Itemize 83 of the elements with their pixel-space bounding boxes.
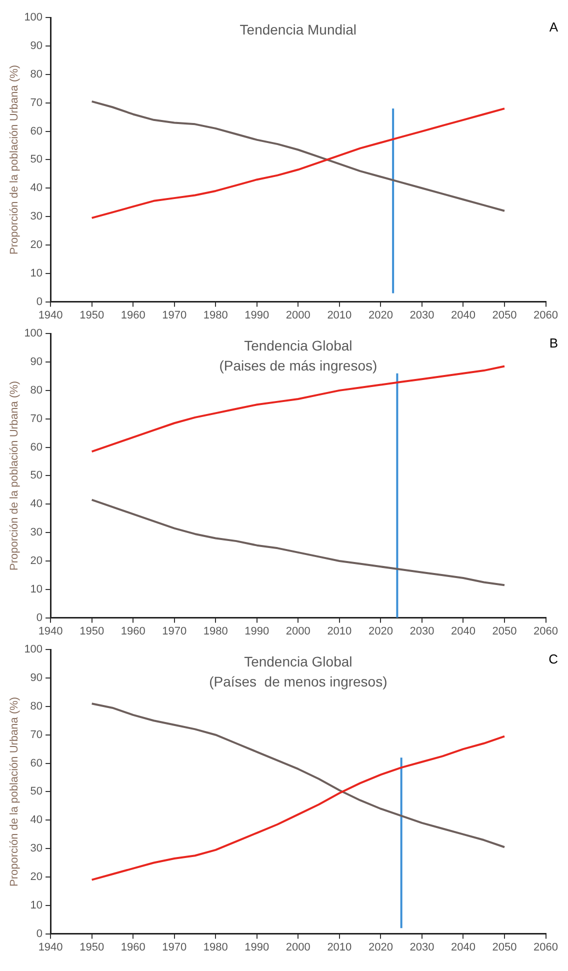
x-tick-label: 1980 xyxy=(203,941,228,954)
x-tick-label: 2020 xyxy=(368,309,393,322)
y-tick-label: 30 xyxy=(30,210,43,223)
text: B xyxy=(549,336,558,351)
y-tick-label: 20 xyxy=(30,870,43,883)
x-tick-label: 2060 xyxy=(534,625,558,638)
x-tick-label: 2020 xyxy=(368,941,393,954)
text: A xyxy=(549,20,558,35)
y-axis-title: Proporción de la población Urbana (%) xyxy=(8,64,21,254)
y-tick-label: 0 xyxy=(36,928,43,940)
x-tick-label: 2010 xyxy=(327,941,352,954)
x-tick-label: 1950 xyxy=(80,625,104,638)
y-tick-label: 0 xyxy=(36,296,43,308)
y-tick-label: 80 xyxy=(30,384,43,396)
chart-title: Tendencia Global xyxy=(244,337,352,354)
y-tick-label: 90 xyxy=(30,356,43,368)
y-tick-label: 70 xyxy=(30,728,43,741)
y-tick-label: 70 xyxy=(30,96,43,109)
y-tick-label: 40 xyxy=(30,498,43,510)
x-tick-label: 2060 xyxy=(534,309,558,322)
y-tick-label: 0 xyxy=(36,612,43,624)
x-tick-label: 2040 xyxy=(450,941,476,954)
x-tick-label: 1950 xyxy=(80,309,104,322)
y-tick-label: 80 xyxy=(30,68,43,80)
y-tick-label: 60 xyxy=(30,441,43,454)
x-tick-label: 1960 xyxy=(120,625,146,638)
x-tick-label: 1990 xyxy=(244,941,270,954)
x-tick-label: 2000 xyxy=(286,941,310,954)
y-tick-label: 30 xyxy=(30,526,43,539)
y-tick-label: 40 xyxy=(30,814,43,826)
y-tick-label: 60 xyxy=(30,125,43,138)
y-tick-label: 100 xyxy=(24,644,43,656)
x-tick-label: 1990 xyxy=(244,625,270,638)
x-tick-label: 1970 xyxy=(162,625,187,638)
x-tick-label: 2000 xyxy=(286,625,310,638)
x-tick-label: 2030 xyxy=(410,941,434,954)
x-tick-label: 2010 xyxy=(327,309,352,322)
y-tick-label: 30 xyxy=(30,842,43,855)
y-tick-label: 60 xyxy=(30,757,43,770)
y-tick-label: 90 xyxy=(30,672,43,684)
x-tick-label: 1970 xyxy=(162,941,187,954)
y-tick-label: 100 xyxy=(24,12,43,24)
text: (Paises de más ingresos) xyxy=(219,357,378,374)
y-tick-label: 70 xyxy=(30,412,43,425)
x-tick-label: 2060 xyxy=(534,941,558,954)
x-tick-label: 2050 xyxy=(492,625,517,638)
x-tick-label: 2010 xyxy=(327,625,352,638)
x-tick-label: 2040 xyxy=(450,309,476,322)
chart-title: Tendencia Mundial xyxy=(240,21,357,38)
x-tick-label: 1980 xyxy=(203,625,228,638)
text: C xyxy=(548,652,558,667)
y-tick-label: 90 xyxy=(30,40,43,52)
y-tick-label: 40 xyxy=(30,182,43,194)
x-tick-label: 1960 xyxy=(120,941,146,954)
x-tick-label: 2040 xyxy=(450,625,476,638)
x-tick-label: 2050 xyxy=(492,941,517,954)
x-tick-label: 2000 xyxy=(286,309,310,322)
y-tick-label: 10 xyxy=(30,267,43,280)
x-tick-label: 1970 xyxy=(162,309,187,322)
x-tick-label: 1990 xyxy=(244,309,270,322)
x-tick-label: 2020 xyxy=(368,625,393,638)
x-tick-label: 1960 xyxy=(120,309,146,322)
y-axis-title: Proporción de la población Urbana (%) xyxy=(8,380,21,570)
x-tick-label: 2030 xyxy=(410,309,434,322)
y-tick-label: 20 xyxy=(30,554,43,567)
y-axis-title: Proporción de la población Urbana (%) xyxy=(8,696,21,886)
y-tick-label: 50 xyxy=(30,470,43,482)
x-tick-label: 1940 xyxy=(38,309,63,322)
y-tick-label: 50 xyxy=(30,154,43,166)
y-tick-label: 50 xyxy=(30,786,43,798)
chart-title: Tendencia Global xyxy=(244,653,352,670)
x-tick-label: 1940 xyxy=(38,941,63,954)
x-tick-label: 1950 xyxy=(80,941,104,954)
text: (Países de menos ingresos) xyxy=(209,673,388,690)
y-tick-label: 20 xyxy=(30,238,43,251)
x-tick-label: 2050 xyxy=(492,309,517,322)
x-tick-label: 2030 xyxy=(410,625,434,638)
y-tick-label: 100 xyxy=(24,328,43,340)
x-tick-label: 1980 xyxy=(203,309,228,322)
y-tick-label: 80 xyxy=(30,700,43,712)
y-tick-label: 10 xyxy=(30,899,43,912)
y-tick-label: 10 xyxy=(30,583,43,596)
x-tick-label: 1940 xyxy=(38,625,63,638)
